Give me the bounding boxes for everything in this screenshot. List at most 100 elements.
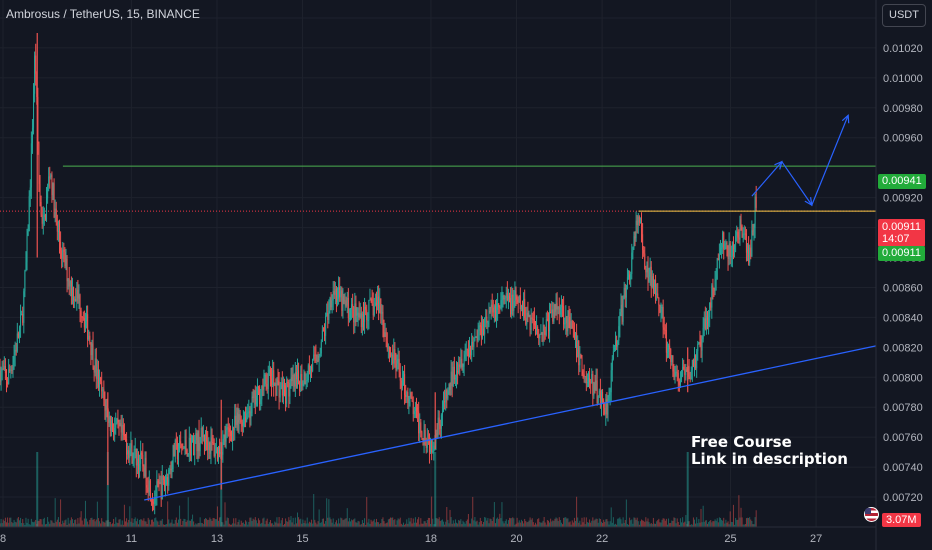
candle-body — [51, 174, 53, 196]
volume-bar — [644, 521, 646, 527]
volume-bar — [329, 517, 331, 527]
candle-body — [42, 217, 44, 224]
candle-body — [716, 258, 718, 280]
candle-body — [63, 249, 65, 252]
currency-button[interactable]: USDT — [882, 4, 926, 27]
volume-bar — [21, 523, 23, 527]
volume-bar — [78, 523, 80, 527]
candle-body — [604, 407, 606, 415]
candle-body — [474, 337, 476, 341]
volume-bar — [674, 517, 676, 527]
candle-body — [572, 328, 574, 330]
volume-bar — [457, 523, 459, 527]
candle-body — [131, 443, 133, 464]
candle-body — [135, 448, 137, 466]
candle-body — [23, 291, 25, 323]
volume-bar — [170, 522, 172, 527]
candle-body — [93, 367, 95, 373]
volume-bar — [269, 520, 271, 527]
candle-body — [285, 385, 287, 404]
candle-body — [156, 481, 158, 497]
volume-bar — [168, 519, 170, 527]
candle-body — [503, 295, 505, 300]
candle-body — [621, 304, 623, 322]
last-price-tag: 0.00911 14:07 — [878, 219, 925, 247]
candle-body — [252, 396, 254, 399]
candle-body — [556, 303, 558, 310]
volume-bar — [120, 524, 122, 527]
candle-body — [251, 396, 253, 414]
candle-body — [141, 452, 143, 455]
candle-body — [613, 350, 615, 352]
candle-body — [177, 452, 179, 460]
volume-bar — [262, 518, 264, 527]
volume-bar — [232, 523, 234, 527]
volume-bar — [748, 517, 750, 527]
candle-body — [467, 349, 469, 357]
volume-bar — [634, 517, 636, 527]
candle-body — [646, 264, 648, 273]
volume-bar — [289, 520, 291, 527]
volume-bar — [132, 522, 134, 527]
symbol-title[interactable]: Ambrosus / TetherUS, 15, BINANCE — [6, 7, 200, 21]
candle-body — [215, 447, 217, 454]
candle-body — [580, 354, 582, 358]
candle-body — [643, 250, 645, 254]
volume-bar — [456, 522, 458, 527]
candle-body — [694, 355, 696, 366]
price-tick-label: 0.00860 — [883, 282, 923, 294]
candle-body — [213, 442, 215, 456]
candle-body — [247, 412, 249, 414]
volume-bar — [534, 522, 536, 527]
volume-bar — [491, 521, 493, 527]
volume-bar — [228, 523, 230, 527]
volume-bar — [171, 519, 173, 527]
candle-body — [372, 303, 374, 316]
candle-body — [516, 296, 518, 300]
candle-body — [602, 391, 604, 401]
candle-body — [744, 233, 746, 235]
candle-body — [134, 448, 136, 450]
candle-body — [459, 364, 461, 367]
volume-bar — [26, 522, 28, 527]
volume-bar — [134, 517, 136, 527]
volume-bar — [76, 524, 78, 527]
volume-bar — [334, 522, 336, 527]
volume-bar — [69, 520, 71, 527]
volume-bar — [532, 522, 534, 527]
volume-bar — [33, 522, 35, 527]
volume-bar — [448, 523, 450, 527]
volume-bar — [595, 518, 597, 527]
volume-bar — [364, 518, 366, 527]
candle-body — [615, 340, 617, 351]
candle-body — [725, 242, 727, 244]
volume-bar — [207, 520, 209, 527]
candle-body — [53, 183, 55, 218]
volume-bar — [181, 524, 183, 527]
volume-bar — [225, 520, 227, 527]
volume-bar — [662, 518, 664, 527]
candle-body — [12, 362, 14, 371]
candle-body — [78, 295, 80, 299]
date-tick-label: 11 — [126, 533, 137, 545]
volume-bar — [581, 517, 583, 527]
volume-bar — [278, 517, 280, 527]
volume-bar — [176, 522, 178, 527]
volume-bar — [82, 524, 84, 527]
candle-body — [573, 329, 575, 339]
date-tick-label: 27 — [810, 533, 822, 545]
volume-bar — [174, 519, 176, 527]
candle-body — [641, 222, 643, 235]
candle-body — [523, 298, 525, 315]
candle-body — [340, 290, 342, 298]
volume-bar — [295, 523, 297, 527]
candle-body — [608, 395, 610, 397]
candle-body — [124, 436, 126, 439]
candle-body — [322, 330, 324, 332]
volume-bar — [255, 520, 257, 527]
volume-bar — [386, 522, 388, 527]
candle-body — [153, 502, 155, 504]
candle-body — [294, 372, 296, 387]
candle-body — [81, 316, 83, 318]
